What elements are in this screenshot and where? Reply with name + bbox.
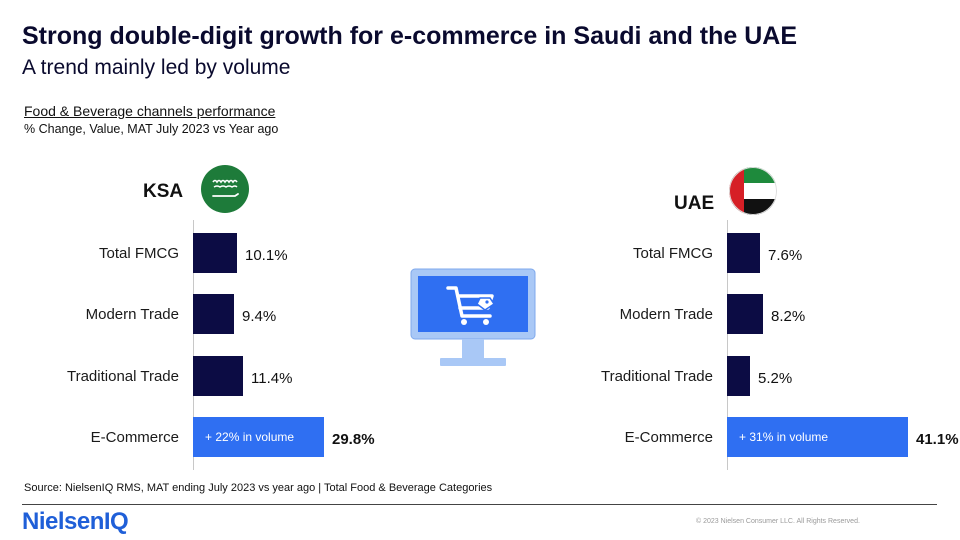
- ksa-bar-total-fmcg: [193, 233, 237, 273]
- uae-category-label: Modern Trade: [619, 305, 713, 323]
- uae-bar-e-commerce: + 31% in volume: [727, 417, 908, 457]
- ksa-bar-modern-trade: [193, 294, 234, 334]
- uae-bar-modern-trade: [727, 294, 763, 334]
- uae-category-label: Total FMCG: [632, 244, 713, 262]
- ksa-value-label: 10.1%: [245, 246, 288, 264]
- ksa-category-label: Traditional Trade: [66, 367, 179, 385]
- ksa-bar-e-commerce: + 22% in volume: [193, 417, 324, 457]
- copyright-note: © 2023 Nielsen Consumer LLC. All Rights …: [696, 518, 860, 525]
- uae-category-label: Traditional Trade: [600, 367, 713, 385]
- ksa-chart: Total FMCG 10.1% Modern Trade 9.4% Tradi…: [67, 220, 453, 470]
- ksa-category-label: E-Commerce: [90, 428, 179, 446]
- ksa-row-total-fmcg: Total FMCG 10.1%: [99, 233, 453, 273]
- uae-value-label: 41.1%: [916, 430, 959, 448]
- chart-description-subtitle: % Change, Value, MAT July 2023 vs Year a…: [24, 122, 279, 136]
- uae-bar-traditional-trade: [727, 356, 750, 396]
- uae-row-total-fmcg: Total FMCG 7.6%: [633, 233, 937, 273]
- uae-value-label: 5.2%: [758, 369, 793, 387]
- chart-description-title: Food & Beverage channels performance: [24, 103, 276, 119]
- uae-row-traditional-trade: Traditional Trade 5.2%: [601, 356, 937, 396]
- page-title: Strong double-digit growth for e-commerc…: [22, 22, 798, 50]
- ksa-value-label: 29.8%: [332, 430, 375, 448]
- uae-flag-icon: [729, 167, 777, 215]
- ksa-axis-line: [193, 220, 194, 470]
- country-label-ksa: KSA: [143, 181, 184, 202]
- ksa-category-label: Modern Trade: [85, 305, 179, 323]
- ksa-row-modern-trade: Modern Trade 9.4%: [86, 294, 453, 334]
- ksa-volume-note: + 22% in volume: [205, 430, 295, 444]
- uae-volume-note: + 31% in volume: [739, 430, 829, 444]
- ksa-row-traditional-trade: Traditional Trade 11.4%: [67, 356, 453, 396]
- ksa-row-e-commerce: E-Commerce + 22% in volume 29.8%: [91, 417, 453, 457]
- uae-value-label: 7.6%: [768, 246, 803, 264]
- ksa-value-label: 11.4%: [251, 369, 293, 387]
- footer-divider: [22, 504, 937, 505]
- page-subtitle: A trend mainly led by volume: [22, 56, 291, 79]
- ksa-bar-traditional-trade: [193, 356, 243, 396]
- ksa-value-label: 9.4%: [242, 307, 277, 325]
- source-note: Source: NielsenIQ RMS, MAT ending July 2…: [24, 482, 493, 494]
- saudi-flag-icon: [201, 165, 249, 213]
- uae-row-e-commerce: E-Commerce + 31% in volume 41.1%: [625, 417, 959, 457]
- uae-value-label: 8.2%: [771, 307, 806, 325]
- ecommerce-monitor-cart-icon: [410, 268, 538, 375]
- uae-category-label: E-Commerce: [624, 428, 713, 446]
- country-label-uae: UAE: [674, 193, 715, 214]
- uae-chart: Total FMCG 7.6% Modern Trade 8.2% Tradit…: [601, 220, 959, 470]
- nielseniq-logo: NielsenIQ: [22, 508, 129, 535]
- uae-axis-line: [727, 220, 728, 470]
- ksa-category-label: Total FMCG: [98, 244, 179, 262]
- uae-bar-total-fmcg: [727, 233, 760, 273]
- uae-row-modern-trade: Modern Trade 8.2%: [620, 294, 937, 334]
